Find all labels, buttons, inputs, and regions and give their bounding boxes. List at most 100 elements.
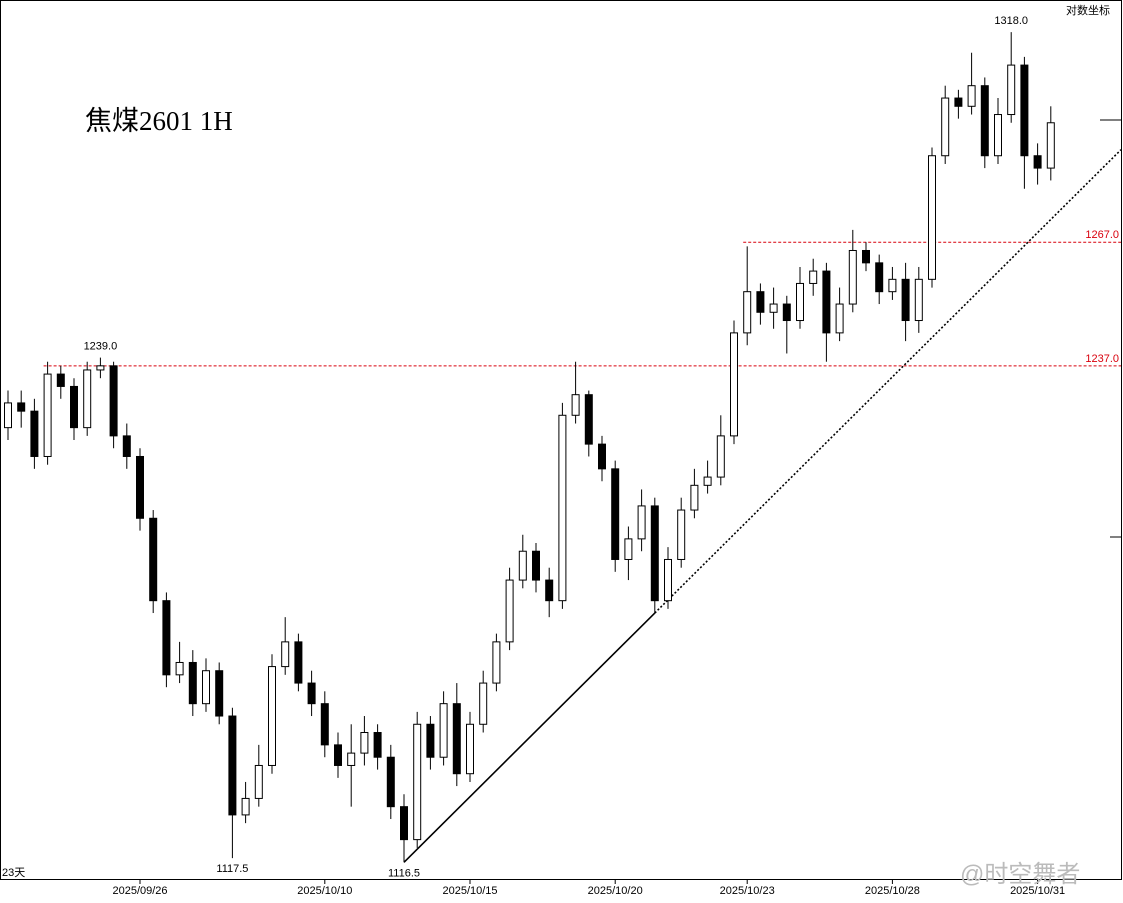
- candle-body: [268, 666, 276, 766]
- candle-body: [941, 97, 950, 157]
- candle-body: [373, 732, 382, 758]
- x-tick-label: 2025/10/20: [588, 885, 643, 897]
- candle-body: [413, 723, 422, 841]
- candle-body: [1033, 155, 1042, 169]
- candle-body: [822, 270, 831, 334]
- candle-body: [334, 744, 342, 766]
- candle-body: [505, 579, 514, 643]
- candle-body: [320, 703, 329, 746]
- peak-label: 1318.0: [994, 15, 1028, 27]
- candle-body: [730, 332, 738, 437]
- candle-body: [307, 682, 316, 705]
- candle-body: [980, 85, 989, 157]
- candle-body: [452, 703, 461, 775]
- candle-body: [532, 550, 540, 581]
- candle-body: [545, 579, 554, 602]
- candle-body: [83, 369, 92, 429]
- candle-body: [202, 670, 210, 705]
- candle-body: [1020, 64, 1029, 157]
- candle-body: [4, 402, 12, 429]
- candle-body: [479, 682, 488, 725]
- candle-body: [809, 270, 818, 284]
- candle-body: [439, 703, 448, 758]
- chart-title: 焦煤2601 1H: [85, 106, 233, 136]
- candle-body: [677, 509, 686, 560]
- candle-body: [571, 394, 580, 416]
- candle-body: [756, 291, 765, 313]
- x-tick-label: 2025/10/10: [297, 885, 352, 897]
- candle-body: [43, 373, 52, 457]
- candle-body: [149, 517, 158, 602]
- candle-body: [175, 661, 184, 676]
- candle-body: [241, 797, 250, 816]
- candle-body: [162, 600, 171, 676]
- candle-body: [466, 723, 474, 775]
- peak-label: 1239.0: [84, 341, 118, 353]
- candle-body: [254, 764, 263, 799]
- candle-body: [954, 97, 963, 107]
- x-tick-label: 2025/10/23: [720, 885, 775, 897]
- candle-body: [518, 550, 527, 581]
- candle-body: [558, 414, 567, 602]
- candle-body: [386, 756, 395, 808]
- candle-body: [584, 394, 593, 445]
- candle-body: [862, 249, 870, 264]
- candle-body: [215, 670, 224, 717]
- peak-label: 1116.5: [388, 867, 420, 879]
- x-tick-label: 2025/10/28: [865, 885, 920, 897]
- candle-body: [1007, 64, 1016, 116]
- candle-body: [136, 455, 144, 519]
- candle-body: [70, 385, 78, 429]
- candle-body: [835, 303, 844, 334]
- candle-body: [109, 365, 118, 437]
- candle-body: [360, 732, 369, 754]
- candle-body: [1046, 122, 1055, 169]
- candle-body: [624, 538, 633, 560]
- candle-body: [598, 443, 606, 470]
- candle-body: [17, 402, 26, 412]
- x-tick-label: 2025/10/15: [442, 885, 497, 897]
- trend-line: [403, 612, 656, 863]
- scale-label: 对数坐标: [1066, 3, 1110, 17]
- period-label: 23天: [2, 867, 25, 879]
- candle-body: [901, 278, 910, 322]
- candle-body: [703, 476, 712, 486]
- candle-body: [743, 291, 752, 334]
- candle-body: [56, 373, 65, 387]
- candle-body: [690, 484, 699, 511]
- x-tick-label: 2025/09/26: [112, 885, 167, 897]
- candle-body: [30, 410, 39, 457]
- candle-body: [96, 365, 105, 371]
- candle-body: [782, 303, 791, 322]
- candle-body: [967, 85, 976, 107]
- peak-label: 1117.5: [216, 863, 248, 875]
- candle-body: [994, 114, 1002, 157]
- candle-body: [769, 303, 778, 313]
- candle-body: [888, 278, 897, 293]
- level-label: 1267.0: [1085, 229, 1119, 241]
- candle-body: [637, 505, 646, 540]
- candle-body: [122, 435, 131, 457]
- candle-body: [400, 806, 408, 841]
- candle-body: [188, 661, 197, 705]
- plot-frame: [0, 0, 1122, 880]
- candle-body: [281, 641, 290, 668]
- candle-body: [611, 468, 620, 560]
- candle-body: [796, 282, 804, 322]
- candle-body: [664, 558, 672, 602]
- candle-body: [228, 715, 237, 816]
- trend-line-extension: [654, 149, 1122, 614]
- candle-body: [294, 641, 303, 684]
- candle-body: [716, 435, 725, 478]
- candle-body: [492, 641, 501, 684]
- candle-body: [347, 752, 356, 766]
- x-tick-label: 2025/10/31: [1010, 885, 1065, 897]
- level-label: 1237.0: [1085, 353, 1119, 365]
- candle-body: [650, 505, 659, 602]
- candle-body: [914, 278, 923, 322]
- candle-body: [928, 155, 936, 280]
- candle-body: [875, 262, 884, 293]
- candle-body: [426, 723, 435, 758]
- candle-body: [848, 249, 857, 305]
